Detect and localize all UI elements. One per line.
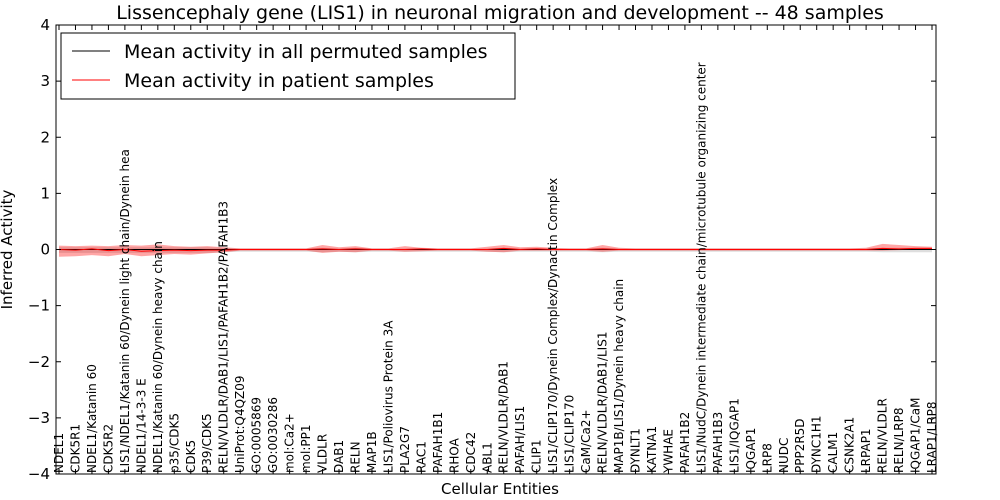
x-tick-label: DYNC1H1 <box>810 415 824 473</box>
y-tick-label: −4 <box>28 465 50 483</box>
x-tick-label: GO:0030286 <box>266 397 280 473</box>
legend-label-0: Mean activity in all permuted samples <box>124 41 487 63</box>
x-tick-label: LIS1/NudC/Dynein intermediate chain/micr… <box>694 62 708 473</box>
x-tick-label: LRPAP1 <box>859 428 873 473</box>
x-tick-label: PAFAH/LIS1 <box>513 406 527 473</box>
x-tick-label: LRP8 <box>760 443 774 473</box>
x-tick-label: LIS1/IQGAP1 <box>727 398 741 473</box>
x-tick-label: NDEL1/Katanin 60/Dynein heavy chain <box>151 241 165 473</box>
y-tick-label: −1 <box>28 297 50 315</box>
x-tick-label: MAP1B <box>365 431 379 473</box>
series-lines <box>58 247 932 252</box>
x-tick-label: CALM1 <box>826 432 840 473</box>
x-tick-label: CaM/Ca2+ <box>579 409 593 473</box>
x-tick-label: mol:Ca2+ <box>283 413 297 473</box>
x-tick-label: LIS1/CLIP170/Dynein Complex/Dynactin Com… <box>546 178 560 473</box>
x-tick-label: PPP2R5D <box>793 418 807 473</box>
y-tick-label: 3 <box>40 72 50 90</box>
x-tick-label: CDK5R1 <box>68 424 82 473</box>
x-tick-label: VLDLR <box>316 434 330 473</box>
y-tick-label: 2 <box>40 128 50 146</box>
x-tick-label: NDEL1 <box>52 433 66 473</box>
y-tick-label: 0 <box>40 241 50 259</box>
y-tick-label: 4 <box>40 16 50 34</box>
x-axis: NDEL1 CDK5R1 NDEL1/Katanin 60 CDK5R2 LIS1/ND… <box>52 25 939 474</box>
x-tick-label: p35/CDK5 <box>167 413 181 473</box>
series-line-1 <box>58 247 932 252</box>
y-axis: −4 −3 −2 −1 0 1 2 3 4 <box>28 16 936 483</box>
x-tick-label: PAFAH1B1 <box>431 412 445 473</box>
x-tick-label: KATNA1 <box>645 426 659 473</box>
x-tick-label: RHOA <box>447 437 461 473</box>
y-tick-label: 1 <box>40 184 50 202</box>
x-tick-label: GO:0005869 <box>250 397 264 473</box>
x-tick-label: DAB1 <box>332 440 346 473</box>
x-tick-label: RELN/LRP8 <box>892 407 906 473</box>
x-tick-label: NDEL1/Katanin 60 <box>85 364 99 473</box>
chart-title: Lissencephaly gene (LIS1) in neuronal mi… <box>116 2 884 24</box>
x-tick-label: LIS1/Poliovirus Protein 3A <box>381 320 395 473</box>
x-tick-label: PAFAH1B3 <box>711 412 725 473</box>
x-tick-label: UniProt:Q4QZ09 <box>233 375 247 473</box>
legend-label-1: Mean activity in patient samples <box>124 70 434 92</box>
x-tick-label: LRAP1/LRP8 <box>925 401 939 473</box>
x-tick-label: LIS1/NDEL1/Katanin 60/Dynein light chain… <box>118 149 132 473</box>
x-tick-label: P39/CDK5 <box>200 413 214 473</box>
legend: Mean activity in all permuted samples Mea… <box>60 32 516 100</box>
x-tick-label: CDK5 <box>184 440 198 473</box>
y-tick-label: −3 <box>28 409 50 427</box>
x-tick-label: mol:PP1 <box>299 424 313 473</box>
x-tick-label: RELN/VLDLR/DAB1 <box>497 361 511 473</box>
x-tick-label: IQGAP1/CaM <box>909 398 923 474</box>
x-tick-label: MAP1B/LIS1/Dynein heavy chain <box>612 279 626 473</box>
x-tick-label: RELN/VLDLR/DAB1/LIS1 <box>596 332 610 473</box>
bands <box>59 243 932 257</box>
x-tick-label: IQGAP1 <box>744 428 758 473</box>
x-tick-label: RELN <box>348 441 362 473</box>
x-tick-label: CSNK2A1 <box>843 417 857 473</box>
x-tick-label: NDEL1/14-3-3 E <box>134 378 148 473</box>
x-tick-label: NUDC <box>777 438 791 473</box>
permuted-band <box>59 247 932 253</box>
x-tick-label: ABL1 <box>480 442 494 473</box>
y-tick-label: −2 <box>28 353 50 371</box>
x-tick-label: CLIP1 <box>530 440 544 473</box>
x-tick-label: LIS1/CLIP170 <box>563 395 577 473</box>
patient-band <box>59 243 932 257</box>
x-tick-label: RAC1 <box>414 441 428 473</box>
x-tick-label: CDK5R2 <box>101 424 115 473</box>
legend-box <box>60 32 516 100</box>
x-axis-label: Cellular Entities <box>441 480 559 498</box>
x-tick-label: PAFAH1B2 <box>678 412 692 473</box>
x-tick-label: CDC42 <box>464 432 478 473</box>
x-tick-label: PLA2G7 <box>398 426 412 473</box>
x-tick-label: DYNLT1 <box>629 428 643 473</box>
x-tick-label: YWHAE <box>661 429 675 474</box>
y-axis-label: Inferred Activity <box>0 189 16 309</box>
x-tick-label: RELN/VLDLR <box>876 398 890 473</box>
x-tick-label: RELN/VLDLR/DAB1/LIS1/PAFAH1B2/PAFAH1B3 <box>217 201 231 473</box>
